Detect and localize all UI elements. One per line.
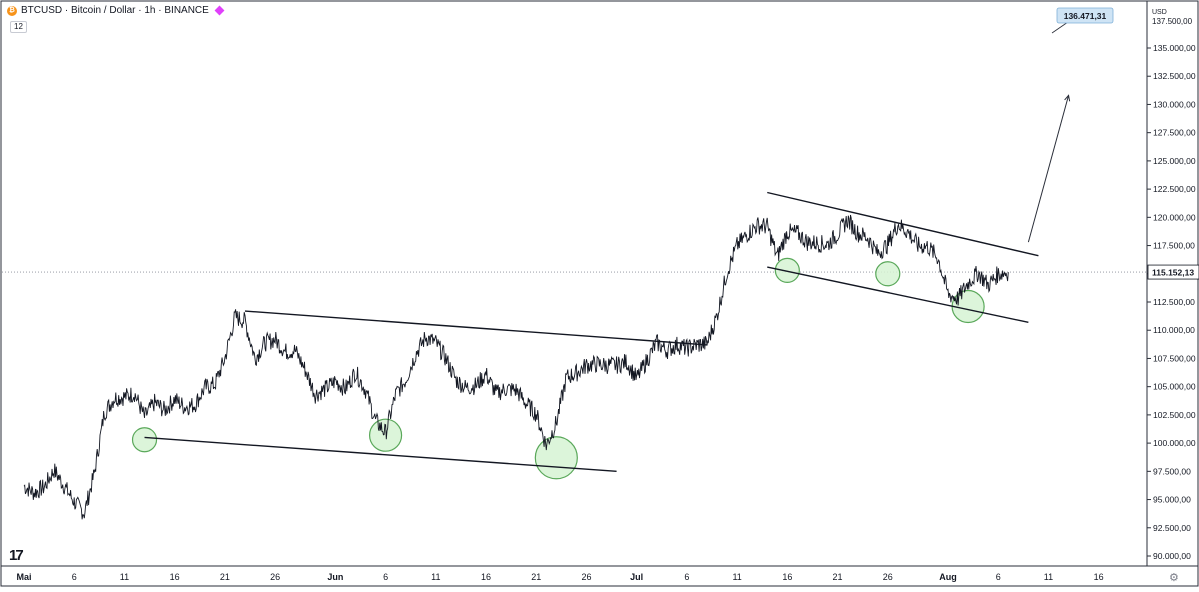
bitcoin-icon: ₿ <box>7 5 17 16</box>
price-tick-label: 127.500,00 <box>1153 128 1196 138</box>
last-price-box <box>1147 264 1199 280</box>
time-tick-label: 26 <box>270 572 280 582</box>
price-tick-label: 100.000,00 <box>1153 438 1196 448</box>
trendline[interactable] <box>767 191 1039 257</box>
time-tick-label: Aug <box>939 572 957 582</box>
symbol-title[interactable]: BTCUSD · Bitcoin / Dollar · 1h · BINANCE <box>21 5 209 16</box>
symbol-diamond-icon <box>214 5 225 16</box>
support-touch-circle[interactable] <box>774 257 800 283</box>
symbol-header[interactable]: ₿ BTCUSD · Bitcoin / Dollar · 1h · BINAN… <box>7 5 225 16</box>
target-price-label: 136.471,31 <box>1064 11 1107 21</box>
time-tick-label: 11 <box>732 572 741 582</box>
target-price-box[interactable] <box>1056 7 1114 24</box>
price-tick-label: 112.500,00 <box>1153 297 1195 307</box>
time-tick-label: 21 <box>531 572 541 582</box>
support-touch-circle[interactable] <box>875 261 901 287</box>
target-leader-line <box>1051 21 1069 34</box>
time-tick-label: 21 <box>833 572 843 582</box>
time-tick-label: 16 <box>170 572 180 582</box>
time-tick-label: 26 <box>581 572 591 582</box>
time-tick-label: 6 <box>383 572 388 582</box>
time-tick-label: 16 <box>481 572 491 582</box>
price-tick-label: 102.500,00 <box>1153 410 1196 420</box>
price-tick-label: 120.000,00 <box>1153 212 1196 222</box>
price-tick-label: 125.000,00 <box>1153 156 1196 166</box>
support-touch-circle[interactable] <box>368 418 403 452</box>
time-tick-label: 6 <box>684 572 689 582</box>
trendline[interactable] <box>244 310 708 346</box>
time-tick-label: 16 <box>1094 572 1104 582</box>
last-price-label: 115.152,13 <box>1152 268 1194 278</box>
time-tick-label: 11 <box>1044 572 1053 582</box>
time-tick-label: 21 <box>220 572 230 582</box>
time-tick-label: 11 <box>120 572 129 582</box>
price-tick-label: 135.000,00 <box>1153 43 1196 53</box>
price-tick-label: 137.500,00 <box>1152 17 1193 26</box>
time-tick-label: 11 <box>431 572 440 582</box>
price-tick-label: 105.000,00 <box>1153 382 1196 392</box>
price-tick-label: 92.500,00 <box>1153 523 1191 533</box>
time-tick-label: Jun <box>327 572 343 582</box>
price-tick-label: 107.500,00 <box>1153 353 1196 363</box>
price-tick-label: 97.500,00 <box>1153 466 1191 476</box>
price-tick-label: 110.000,00 <box>1153 325 1195 335</box>
support-touch-circle[interactable] <box>131 427 158 453</box>
projection-arrowhead <box>1064 94 1071 102</box>
time-tick-label: 26 <box>883 572 893 582</box>
price-tick-label: 90.000,00 <box>1153 551 1191 561</box>
price-tick-label: 132.500,00 <box>1153 71 1196 81</box>
trendline[interactable] <box>144 436 617 473</box>
indicator-count-badge[interactable]: 12 <box>10 21 27 33</box>
price-tick-label: 95.000,00 <box>1153 495 1191 505</box>
price-tick-label: 130.000,00 <box>1153 99 1196 109</box>
price-series-line[interactable] <box>23 214 1009 520</box>
price-tick-label: 117.500,00 <box>1153 241 1195 251</box>
time-tick-label: 6 <box>996 572 1001 582</box>
time-tick-label: Mai <box>16 572 31 582</box>
trendline[interactable] <box>767 266 1029 324</box>
time-tick-label: 16 <box>782 572 792 582</box>
support-touch-circle[interactable] <box>534 436 578 480</box>
time-tick-label: Jul <box>630 572 643 582</box>
time-tick-label: 6 <box>72 572 77 582</box>
price-axis-currency: USD <box>1152 9 1167 16</box>
price-tick-label: 122.500,00 <box>1153 184 1196 194</box>
projection-arrow[interactable] <box>1027 95 1070 243</box>
settings-gear-icon[interactable]: ⚙ <box>1169 572 1179 584</box>
tradingview-logo-icon: 17 <box>9 547 24 564</box>
